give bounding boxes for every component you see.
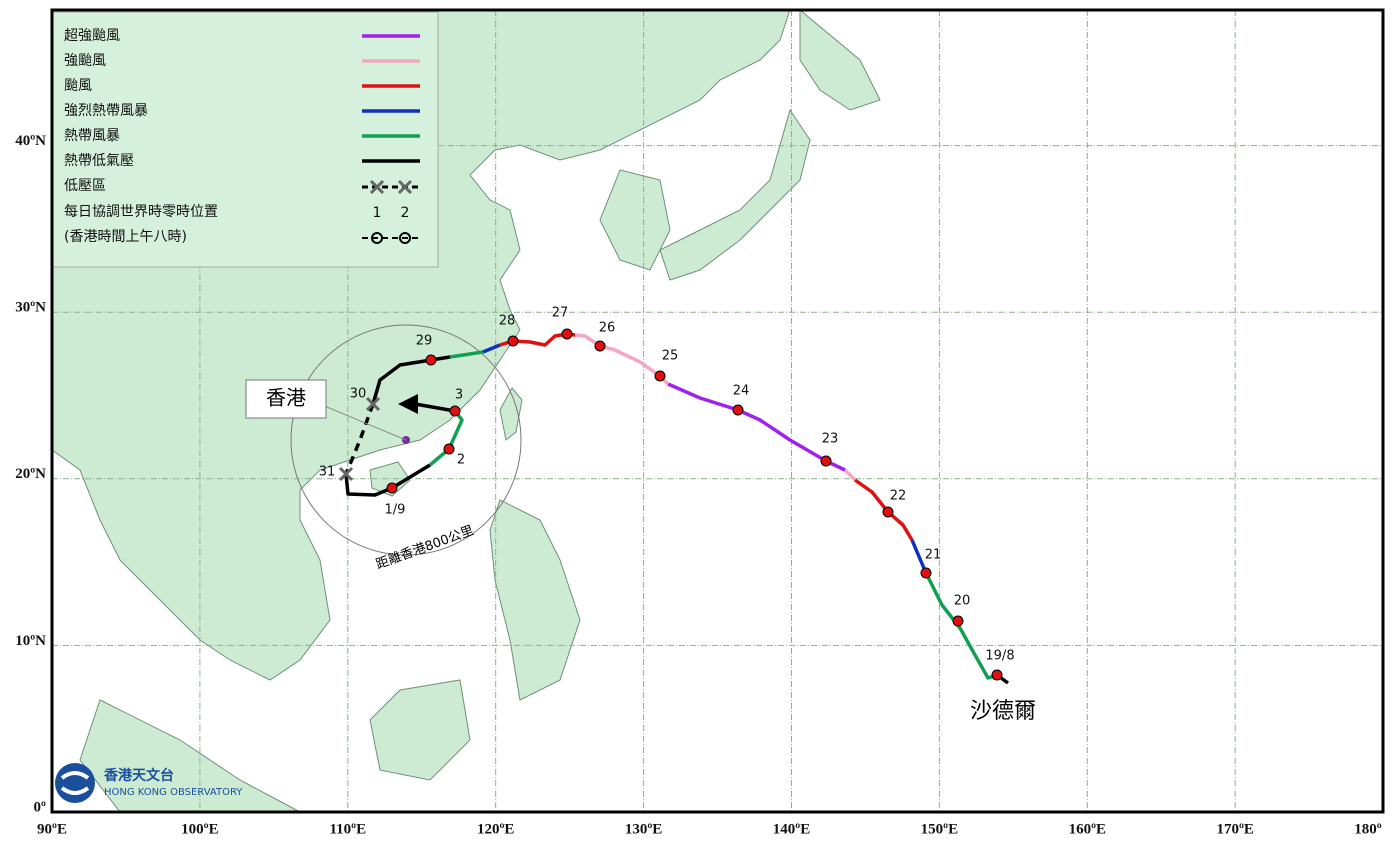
- legend-label: 颱風: [64, 78, 92, 94]
- day-label: 24: [733, 384, 750, 399]
- legend-label: 熱帶低氣壓: [64, 153, 134, 169]
- position-marker: [443, 443, 455, 455]
- logo: 香港天文台 HONG KONG OBSERVATORY: [55, 763, 243, 803]
- day-label: 29: [416, 334, 433, 349]
- position-marker: [920, 567, 932, 579]
- day-label: 31: [319, 465, 336, 480]
- day-label: 20: [954, 594, 971, 609]
- lat-label: 10ºN: [15, 633, 46, 649]
- day-label: 30: [350, 387, 367, 402]
- low-area-marker: [338, 466, 354, 482]
- lat-label: 0º: [34, 799, 47, 815]
- position-marker: [732, 404, 744, 416]
- low-area-marker: [365, 396, 381, 412]
- position-marker: [507, 335, 519, 347]
- day-label: 19/8: [985, 649, 1014, 664]
- day-label: 28: [499, 314, 516, 329]
- day-label: 3: [455, 388, 463, 403]
- position-marker: [952, 615, 964, 627]
- legend-label: 低壓區: [64, 178, 106, 194]
- position-marker: [425, 354, 437, 366]
- day-label: 27: [552, 306, 569, 321]
- position-marker: [820, 455, 832, 467]
- storm-name: 沙德爾: [970, 699, 1036, 724]
- lon-label: 170ºE: [1216, 821, 1253, 837]
- legend-label: 超強颱風: [64, 28, 120, 44]
- lat-label: 30ºN: [15, 300, 46, 316]
- hong-kong-box: [245, 379, 327, 419]
- lon-label: 110ºE: [329, 821, 366, 837]
- logo-en: HONG KONG OBSERVATORY: [104, 787, 243, 798]
- lon-label: 100ºE: [181, 821, 218, 837]
- legend-label: 每日協調世界時零時位置: [64, 204, 218, 220]
- day-label: 1/9: [385, 503, 406, 518]
- legend-number: 2: [401, 205, 410, 221]
- legend-marker: [399, 232, 411, 244]
- lat-label: 40ºN: [15, 133, 46, 149]
- position-marker: [991, 669, 1003, 681]
- legend-label: 強颱風: [64, 53, 106, 69]
- day-label: 25: [662, 349, 679, 364]
- lat-label: 20ºN: [15, 466, 46, 482]
- position-marker: [561, 328, 573, 340]
- day-label: 21: [925, 548, 942, 563]
- legend-label: (香港時間上午八時): [64, 229, 187, 245]
- lon-label: 130ºE: [625, 821, 662, 837]
- position-marker: [386, 482, 398, 494]
- position-marker: [449, 405, 461, 417]
- position-marker: [654, 370, 666, 382]
- position-marker: [882, 506, 894, 518]
- legend-marker: [371, 232, 383, 244]
- day-label: 22: [890, 489, 907, 504]
- lon-label: 90ºE: [37, 821, 67, 837]
- day-label: 2: [457, 453, 465, 468]
- lon-label: 160ºE: [1069, 821, 1106, 837]
- lon-label: 120ºE: [477, 821, 514, 837]
- legend-label: 強烈熱帶風暴: [64, 103, 148, 119]
- legend-number: 1: [373, 205, 382, 221]
- legend-x: [397, 179, 413, 195]
- hong-kong-label: 香港: [266, 386, 306, 410]
- legend-x: [369, 179, 385, 195]
- map-frame: [50, 8, 1385, 814]
- lon-label: 180º: [1354, 821, 1382, 837]
- day-label: 23: [822, 432, 839, 447]
- lon-label: 140ºE: [773, 821, 810, 837]
- position-marker: [594, 340, 606, 352]
- lon-label: 150ºE: [921, 821, 958, 837]
- logo-cn: 香港天文台: [103, 767, 174, 784]
- range-circle: [290, 324, 522, 556]
- legend-label: 熱帶風暴: [64, 128, 120, 144]
- day-label: 26: [599, 321, 616, 336]
